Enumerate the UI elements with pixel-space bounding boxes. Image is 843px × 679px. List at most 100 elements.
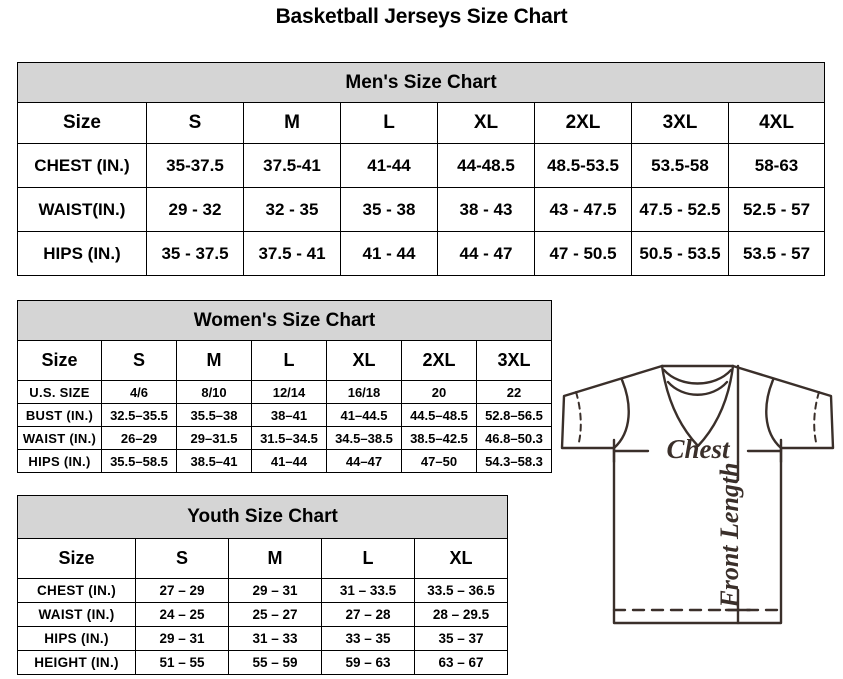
table-row: CHEST (IN.) 27 – 29 29 – 31 31 – 33.5 33… [17, 578, 509, 603]
table-row: WAIST (IN.) 26–29 29–31.5 31.5–34.5 34.5… [17, 426, 552, 450]
table-cell: 35 - 38 [340, 187, 438, 232]
table-cell: 50.5 - 53.5 [631, 231, 729, 276]
table-cell: 38 - 43 [437, 187, 535, 232]
row-label: WAIST (IN.) [17, 602, 136, 627]
youth-chart-caption: Youth Size Chart [16, 495, 509, 539]
table-cell: 63 – 67 [413, 650, 509, 675]
table-cell: 35.5–38 [176, 403, 252, 427]
table-cell: 12/14 [251, 380, 327, 404]
table-header-row: Size S M L XL 2XL 3XL 4XL [17, 102, 826, 144]
chest-measure-label: Chest [666, 434, 731, 464]
table-cell: 16/18 [326, 380, 402, 404]
table-cell: 31.5–34.5 [251, 426, 327, 450]
table-cell: 41–44 [251, 449, 327, 473]
row-label: CHEST (IN.) [17, 143, 147, 188]
table-cell: 47–50 [401, 449, 477, 473]
table-cell: 55 – 59 [228, 650, 322, 675]
table-cell: 44-48.5 [437, 143, 535, 188]
column-header: 3XL [476, 340, 552, 381]
table-cell: 58-63 [727, 143, 826, 188]
table-cell: 29 – 31 [228, 578, 322, 603]
table-cell: 53.5-58 [631, 143, 729, 188]
table-cell: 35.5–58.5 [101, 449, 177, 473]
row-label: HIPS (IN.) [17, 626, 136, 651]
column-header: 2XL [401, 340, 477, 381]
table-cell: 33 – 35 [321, 626, 415, 651]
table-cell: 24 – 25 [135, 602, 229, 627]
table-row: HIPS (IN.) 35 - 37.5 37.5 - 41 41 - 44 4… [17, 231, 826, 276]
table-cell: 35 - 37.5 [146, 231, 244, 276]
table-cell: 8/10 [176, 380, 252, 404]
column-header: M [243, 102, 341, 144]
row-label: HEIGHT (IN.) [17, 650, 136, 675]
table-cell: 41–44.5 [326, 403, 402, 427]
table-cell: 27 – 28 [321, 602, 415, 627]
table-cell: 37.5 - 41 [243, 231, 341, 276]
column-header: M [176, 340, 252, 381]
page-title: Basketball Jerseys Size Chart [275, 5, 568, 28]
table-cell: 53.5 - 57 [727, 231, 826, 276]
row-label: CHEST (IN.) [17, 578, 136, 603]
column-header: XL [437, 102, 535, 144]
jersey-measurement-diagram: Chest Front Length [552, 352, 843, 652]
column-header: 3XL [631, 102, 729, 144]
table-cell: 20 [401, 380, 477, 404]
table-caption-row: Men's Size Chart [16, 62, 826, 103]
column-header: Size [17, 102, 147, 144]
row-label: WAIST (IN.) [17, 426, 102, 450]
table-cell: 28 – 29.5 [413, 602, 509, 627]
front-length-measure-label: Front Length [715, 462, 744, 608]
mens-size-chart-table: Men's Size Chart Size S M L XL 2XL 3XL 4… [16, 62, 826, 276]
row-label: BUST (IN.) [17, 403, 102, 427]
table-header-row: Size S M L XL 2XL 3XL [17, 340, 552, 381]
table-header-row: Size S M L XL [17, 538, 509, 579]
table-cell: 52.5 - 57 [727, 187, 826, 232]
table-cell: 32.5–35.5 [101, 403, 177, 427]
table-cell: 32 - 35 [243, 187, 341, 232]
table-row: WAIST (IN.) 24 – 25 25 – 27 27 – 28 28 –… [17, 602, 509, 627]
table-cell: 47.5 - 52.5 [631, 187, 729, 232]
table-row: U.S. SIZE 4/6 8/10 12/14 16/18 20 22 [17, 380, 552, 404]
table-row: BUST (IN.) 32.5–35.5 35.5–38 38–41 41–44… [17, 403, 552, 427]
column-header: L [340, 102, 438, 144]
table-cell: 54.3–58.3 [476, 449, 552, 473]
table-cell: 26–29 [101, 426, 177, 450]
column-header: Size [17, 340, 102, 381]
row-label: HIPS (IN.) [17, 449, 102, 473]
table-cell: 35-37.5 [146, 143, 244, 188]
column-header: XL [413, 538, 509, 579]
row-label: U.S. SIZE [17, 380, 102, 404]
table-row: HEIGHT (IN.) 51 – 55 55 – 59 59 – 63 63 … [17, 650, 509, 675]
table-cell: 46.8–50.3 [476, 426, 552, 450]
table-cell: 34.5–38.5 [326, 426, 402, 450]
womens-chart-caption: Women's Size Chart [17, 300, 552, 341]
table-row: CHEST (IN.) 35-37.5 37.5-41 41-44 44-48.… [17, 143, 826, 188]
column-header: Size [17, 538, 136, 579]
table-cell: 38.5–42.5 [401, 426, 477, 450]
mens-chart-caption: Men's Size Chart [16, 62, 826, 103]
table-caption-row: Women's Size Chart [17, 300, 552, 341]
table-caption-row: Youth Size Chart [16, 495, 509, 539]
table-cell: 41-44 [340, 143, 438, 188]
table-cell: 43 - 47.5 [534, 187, 632, 232]
table-cell: 44 - 47 [437, 231, 535, 276]
table-cell: 27 – 29 [135, 578, 229, 603]
table-cell: 51 – 55 [135, 650, 229, 675]
table-cell: 33.5 – 36.5 [413, 578, 509, 603]
table-cell: 44.5–48.5 [401, 403, 477, 427]
column-header: 4XL [727, 102, 826, 144]
table-cell: 59 – 63 [321, 650, 415, 675]
table-cell: 38–41 [251, 403, 327, 427]
table-cell: 35 – 37 [413, 626, 509, 651]
table-cell: 41 - 44 [340, 231, 438, 276]
table-cell: 22 [476, 380, 552, 404]
table-cell: 47 - 50.5 [534, 231, 632, 276]
table-cell: 44–47 [326, 449, 402, 473]
column-header: S [135, 538, 229, 579]
table-row: HIPS (IN.) 35.5–58.5 38.5–41 41–44 44–47… [17, 449, 552, 473]
column-header: M [228, 538, 322, 579]
table-cell: 48.5-53.5 [534, 143, 632, 188]
column-header: L [321, 538, 415, 579]
column-header: S [101, 340, 177, 381]
table-cell: 38.5–41 [176, 449, 252, 473]
